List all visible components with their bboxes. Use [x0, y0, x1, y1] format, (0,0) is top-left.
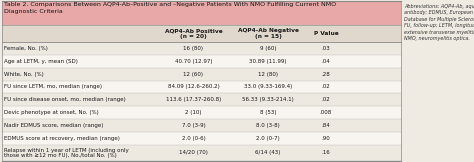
Bar	[2, 25, 401, 42]
Text: .03: .03	[321, 46, 330, 51]
Text: .90: .90	[321, 136, 330, 141]
Bar	[2, 119, 401, 132]
Text: Relapse within 1 year of LETM (including only
those with ≥12 mo FU), No./total N: Relapse within 1 year of LETM (including…	[4, 148, 128, 158]
Text: FU since LETM, mo, median (range): FU since LETM, mo, median (range)	[4, 84, 102, 89]
Text: 7.0 (3-9): 7.0 (3-9)	[182, 123, 205, 128]
Text: Abbreviations: AQP4-Ab, aquaporin 4
antibody; EDMUS, European
Database for Multi: Abbreviations: AQP4-Ab, aquaporin 4 anti…	[404, 4, 474, 41]
Text: .02: .02	[321, 97, 330, 102]
Text: 113.6 (17.37-260.8): 113.6 (17.37-260.8)	[166, 97, 221, 102]
Bar	[2, 106, 401, 119]
Text: 12 (80): 12 (80)	[258, 72, 278, 77]
Text: 30.89 (11.99): 30.89 (11.99)	[249, 59, 287, 64]
Text: FU since disease onset, mo, median (range): FU since disease onset, mo, median (rang…	[4, 97, 126, 102]
Bar	[2, 145, 401, 161]
Text: AQP4-Ab Positive
(n = 20): AQP4-Ab Positive (n = 20)	[164, 28, 222, 39]
Text: 2 (10): 2 (10)	[185, 110, 202, 115]
Text: 33.0 (9.33-169.4): 33.0 (9.33-169.4)	[244, 84, 292, 89]
Bar	[2, 1, 401, 25]
Text: 8 (53): 8 (53)	[260, 110, 276, 115]
Text: .84: .84	[321, 123, 330, 128]
Text: Devic phenotype at onset, No. (%): Devic phenotype at onset, No. (%)	[4, 110, 99, 115]
Text: EDMUS score at recovery, median (range): EDMUS score at recovery, median (range)	[4, 136, 119, 141]
Bar	[2, 93, 401, 106]
Text: .02: .02	[321, 84, 330, 89]
Bar	[2, 132, 401, 145]
Text: Female, No. (%): Female, No. (%)	[4, 46, 48, 51]
Text: Nadir EDMUS score, median (range): Nadir EDMUS score, median (range)	[4, 123, 103, 128]
Text: 14/20 (70): 14/20 (70)	[179, 150, 208, 156]
Text: 16 (80): 16 (80)	[183, 46, 203, 51]
Text: White, No. (%): White, No. (%)	[4, 72, 44, 77]
Text: .008: .008	[320, 110, 332, 115]
Text: 2.0 (0-6): 2.0 (0-6)	[182, 136, 205, 141]
Text: .28: .28	[321, 72, 330, 77]
Text: 2.0 (0-7): 2.0 (0-7)	[256, 136, 280, 141]
Bar	[2, 55, 401, 68]
Text: .04: .04	[321, 59, 330, 64]
Text: 6/14 (43): 6/14 (43)	[255, 150, 281, 156]
Bar	[2, 68, 401, 81]
Text: AQP4-Ab Negative
(n = 15): AQP4-Ab Negative (n = 15)	[237, 28, 299, 39]
Bar	[2, 1, 401, 161]
Bar	[2, 42, 401, 55]
Text: Table 2. Comparisons Between AQP4-Ab–Positive and –Negative Patients With NMO Fu: Table 2. Comparisons Between AQP4-Ab–Pos…	[4, 2, 336, 13]
Text: 40.70 (12.97): 40.70 (12.97)	[175, 59, 212, 64]
Text: 9 (60): 9 (60)	[260, 46, 276, 51]
Text: 84.09 (12.6-260.2): 84.09 (12.6-260.2)	[168, 84, 219, 89]
Text: Age at LETM, y, mean (SD): Age at LETM, y, mean (SD)	[4, 59, 78, 64]
Text: .16: .16	[321, 150, 330, 156]
Bar	[2, 81, 401, 93]
Text: 56.33 (9.33-214.1): 56.33 (9.33-214.1)	[242, 97, 294, 102]
Text: 12 (60): 12 (60)	[183, 72, 203, 77]
Text: 8.0 (3-8): 8.0 (3-8)	[256, 123, 280, 128]
Text: P Value: P Value	[313, 31, 338, 36]
